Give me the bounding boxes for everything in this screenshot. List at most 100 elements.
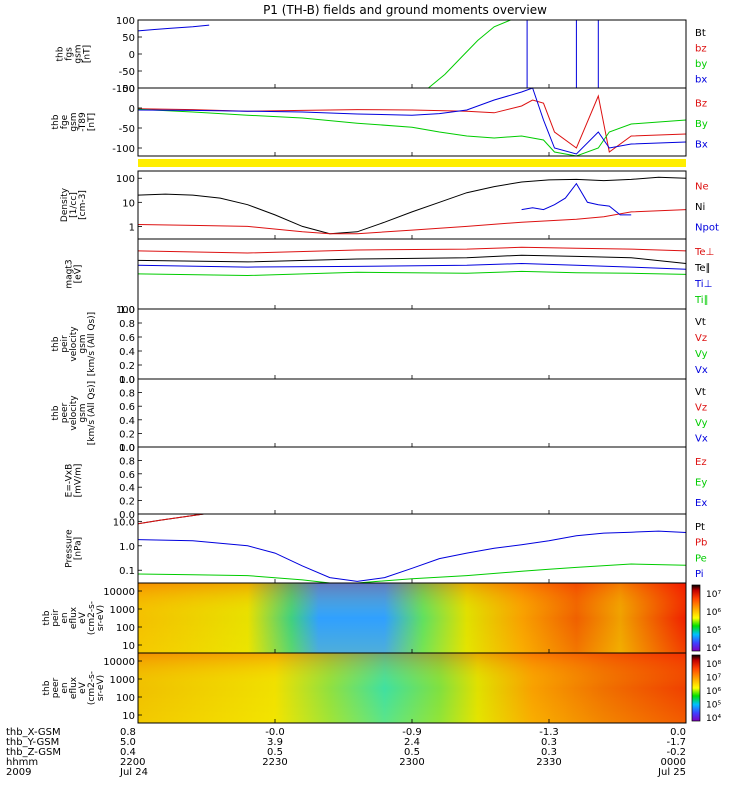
ylabel-line: gsm — [78, 403, 88, 422]
ytick-label: 1.0 — [119, 542, 135, 553]
time-axis-value: -1.3 — [539, 727, 559, 738]
legend-Ex: Ex — [695, 498, 707, 509]
ytick-label: -50 — [119, 67, 135, 78]
legend-Npot: Npot — [695, 223, 719, 234]
legend-Vz: Vz — [695, 333, 707, 344]
panel-peir-spec: 10⁷ 10⁶ 10⁵ 10⁴ 10000 1000 100 10 thb peir en eflux… — [42, 582, 721, 654]
ytick-label: -100 — [112, 144, 135, 155]
time-axis-value: 2300 — [399, 757, 424, 768]
time-axis-value: -0.9 — [402, 727, 422, 738]
spectrogram-shade — [138, 653, 686, 723]
panel-fge: 50 0 -50 -100 thb fge gsm -T89 [nT] Bz By Bx — [51, 84, 708, 157]
ylabel-line: [1/cc] — [69, 192, 79, 218]
ytick-label: 0.4 — [119, 347, 135, 358]
ytick-label: 1 — [129, 222, 135, 233]
ytick-label: 100 — [116, 174, 135, 185]
ylabel-line: -T89 — [78, 112, 88, 132]
legend-Vy: Vy — [695, 349, 708, 360]
panel-frame — [137, 513, 687, 584]
colorbar-tick: 10⁴ — [706, 644, 721, 654]
ytick-label: 10 — [122, 641, 135, 652]
legend-Vx: Vx — [695, 365, 708, 376]
ylabel-line: thb — [42, 680, 52, 695]
ylabel-line: velocity — [69, 395, 79, 431]
ytick-label: 0.0 — [119, 375, 135, 386]
series-Ti∥ — [137, 270, 687, 277]
time-axis-value: 0000 — [661, 757, 686, 768]
series-Te⊥ — [137, 246, 687, 254]
ylabel-line: en — [60, 682, 70, 693]
ylabel-line: thb — [51, 405, 61, 420]
series-Npot — [521, 182, 632, 216]
legend-Vx: Vx — [695, 433, 708, 444]
series-Ti⊥ — [137, 262, 687, 270]
ytick-label: -100 — [112, 84, 135, 95]
ytick-label: 100 — [116, 693, 135, 704]
ytick-label: 0.8 — [119, 456, 135, 467]
time-axis-row-label: thb_Y-GSM — [6, 737, 59, 748]
ylabel-line: fgs — [65, 47, 75, 61]
panel-peer-vel: 0.0 0.2 0.4 0.6 0.8 1.0 thb peer velocity gsm [km/… — [51, 375, 708, 454]
ytick-label: 0.2 — [119, 361, 135, 372]
time-axis-labels: thb_X-GSM 0.8 -0.0 -0.9 -1.3 0.0 thb_Y-GSM 5.0 3… — [6, 727, 686, 778]
legend-Te∥: Te∥ — [694, 263, 711, 274]
ytick-label: 0.8 — [119, 319, 135, 330]
panel-density: 100 10 1 Density [1/cc] [cm-3] Ne Ni Npot — [60, 170, 719, 240]
legend-Ti⊥: Ti⊥ — [694, 279, 712, 290]
time-axis-value: 0.5 — [404, 747, 420, 758]
series-Pi — [137, 530, 687, 582]
ylabel-line: gsm — [69, 112, 79, 131]
series-Pb — [137, 513, 204, 525]
ytick-label: 50 — [122, 84, 135, 95]
legend-Ti∥: Ti∥ — [694, 295, 709, 306]
legend-bz: bz — [695, 43, 707, 54]
ylabel-line: thb — [42, 610, 52, 625]
series-bx — [516, 19, 599, 89]
legend-Te⊥: Te⊥ — [694, 247, 714, 258]
ylabel-line: eV — [78, 681, 88, 694]
series-Ni — [137, 176, 687, 235]
ytick-label: 10 — [122, 711, 135, 722]
ytick-label: 1000 — [110, 605, 135, 616]
ytick-label: 10000 — [103, 587, 135, 598]
ytick-label: 0.4 — [119, 483, 135, 494]
time-axis-value: 0.4 — [120, 747, 136, 758]
series-Pe — [137, 563, 687, 584]
ytick-label: 50 — [122, 33, 135, 44]
ylabel-line: peer — [51, 677, 61, 698]
series-By — [137, 108, 687, 157]
ylabel-line: [cm-3] — [78, 190, 88, 220]
ytick-label: 0 — [129, 104, 135, 115]
ylabel-line: [nT] — [87, 113, 97, 131]
legend-Ne: Ne — [695, 181, 709, 192]
colorbar-tick: 10⁵ — [706, 701, 721, 711]
ylabel-line: peir — [51, 609, 61, 627]
legend-Ez: Ez — [695, 457, 707, 468]
time-axis-value: -1.7 — [666, 737, 686, 748]
ytick-label: 0.1 — [119, 566, 135, 577]
time-axis-value: 0.0 — [670, 727, 686, 738]
legend-Bx: Bx — [695, 140, 708, 151]
ytick-label: 0.6 — [119, 333, 135, 344]
ylabel-line: [nPa] — [74, 537, 84, 560]
ylabel-line: E=-VxB — [65, 464, 75, 498]
ytick-label: 0.2 — [119, 429, 135, 440]
ylabel-line: [mV/m] — [74, 464, 84, 498]
time-axis-value: 2200 — [120, 757, 145, 768]
time-axis-value: 3.9 — [267, 737, 283, 748]
colorbar-tick: 10⁵ — [706, 626, 721, 636]
panel-peir-vel: 0.0 0.2 0.4 0.6 0.8 1.0 thb peir velocity gsm [km/… — [51, 305, 708, 386]
ylabel-line: en — [60, 612, 70, 623]
time-axis-value: 5.0 — [120, 737, 136, 748]
ytick-label: 0.4 — [119, 416, 135, 427]
ylabel-line: sr-eV) — [96, 675, 106, 701]
ytick-label: 0.0 — [119, 510, 135, 521]
time-axis-value: 2.4 — [404, 737, 420, 748]
ylabel-line: fge — [60, 114, 70, 129]
legend-Pt: Pt — [695, 522, 705, 533]
ylabel-line: (cm2-s- — [87, 601, 97, 635]
time-axis-value: 0.3 — [541, 747, 557, 758]
ytick-label: 10000 — [103, 657, 135, 668]
time-axis-row-label: thb_X-GSM — [6, 727, 61, 738]
